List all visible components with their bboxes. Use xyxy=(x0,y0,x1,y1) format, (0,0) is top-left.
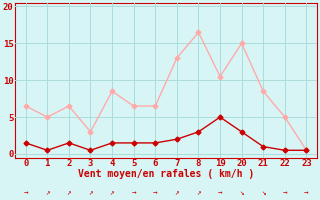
Text: ↘: ↘ xyxy=(239,188,244,197)
Text: →: → xyxy=(283,188,287,197)
Text: ↗: ↗ xyxy=(67,188,71,197)
Text: ↗: ↗ xyxy=(88,188,93,197)
Text: ↗: ↗ xyxy=(174,188,179,197)
Text: ↗: ↗ xyxy=(196,188,201,197)
Text: →: → xyxy=(23,188,28,197)
Text: →: → xyxy=(153,188,157,197)
Text: ↘: ↘ xyxy=(261,188,266,197)
X-axis label: Vent moyen/en rafales ( km/h ): Vent moyen/en rafales ( km/h ) xyxy=(78,169,254,179)
Text: ↗: ↗ xyxy=(110,188,114,197)
Text: ↗: ↗ xyxy=(45,188,50,197)
Text: →: → xyxy=(304,188,309,197)
Text: →: → xyxy=(218,188,222,197)
Text: →: → xyxy=(132,188,136,197)
